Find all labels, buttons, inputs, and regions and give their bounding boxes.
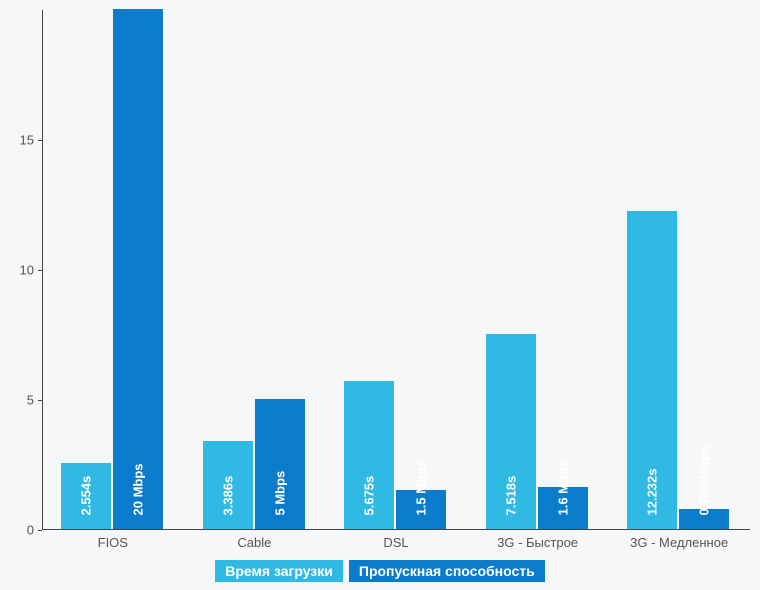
bar-label: 1.6 Mbps — [555, 460, 570, 516]
bar-label: 2.554s — [79, 476, 94, 516]
bar-load-time: 2.554s — [61, 463, 111, 529]
bar-bandwidth: 5 Mbps — [255, 399, 305, 529]
bar-load-time: 5.675s — [344, 381, 394, 529]
bar-chart: 2.554s 20 Mbps 3.386s 5 Mbps 5.675s 1.5 Mbps 7… — [0, 0, 760, 590]
bar-label: 20 Mbps — [131, 463, 146, 515]
x-category-label: DSL — [325, 535, 467, 550]
y-tick-mark — [38, 270, 42, 271]
bar-label: 1.5 Mbps — [414, 460, 429, 516]
bar-bandwidth: 1.6 Mbps — [538, 487, 588, 529]
y-tick-label: 0 — [0, 523, 42, 538]
bar-load-time: 12.232s — [627, 211, 677, 529]
bar-load-time: 3.386s — [203, 441, 253, 529]
legend-item-load-time: Время загрузки — [215, 560, 343, 582]
y-tick-label: 10 — [0, 263, 42, 278]
bar-label: 5 Mbps — [272, 471, 287, 516]
bar-bandwidth: 1.5 Mbps — [396, 490, 446, 529]
y-tick-label: 15 — [0, 133, 42, 148]
bar-label: 7.518s — [503, 476, 518, 516]
bar-bandwidth: 20 Mbps — [113, 9, 163, 529]
x-category-label: Cable — [184, 535, 326, 550]
y-tick-mark — [38, 140, 42, 141]
legend-item-bandwidth: Пропускная способность — [349, 560, 545, 582]
bar-bandwidth: 0.780 Mbps — [679, 509, 729, 529]
y-tick-mark — [38, 400, 42, 401]
plot-area: 2.554s 20 Mbps 3.386s 5 Mbps 5.675s 1.5 Mbps 7… — [42, 10, 750, 530]
bar-group: 3.386s 5 Mbps — [185, 10, 327, 529]
y-tick-mark — [38, 530, 42, 531]
bar-label: 12.232s — [645, 469, 660, 516]
x-category-label: 3G - Медленное — [608, 535, 750, 550]
bar-group: 2.554s 20 Mbps — [43, 10, 185, 529]
bar-label: 0.780 Mbps — [697, 445, 712, 515]
y-tick-label: 5 — [0, 393, 42, 408]
legend: Время загрузки Пропускная способность — [0, 560, 760, 582]
bar-label: 3.386s — [220, 476, 235, 516]
x-category-label: 3G - Быстрое — [467, 535, 609, 550]
bar-label: 5.675s — [362, 476, 377, 516]
bar-group: 12.232s 0.780 Mbps — [609, 10, 751, 529]
bar-group: 5.675s 1.5 Mbps — [326, 10, 468, 529]
bar-load-time: 7.518s — [486, 334, 536, 529]
x-category-label: FIOS — [42, 535, 184, 550]
bar-group: 7.518s 1.6 Mbps — [468, 10, 610, 529]
